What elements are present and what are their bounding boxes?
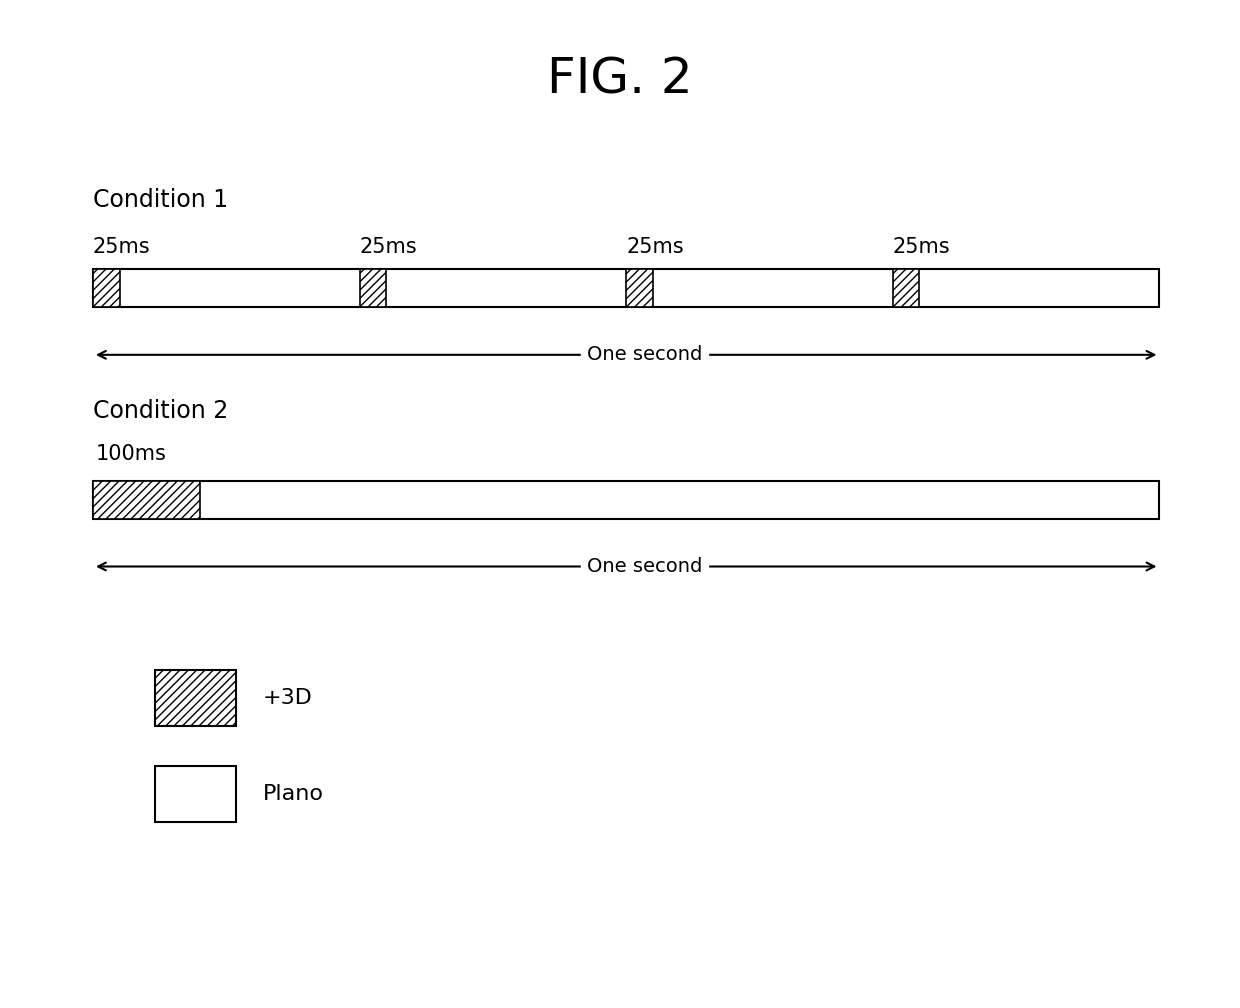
Text: 100ms: 100ms — [95, 444, 166, 464]
Bar — [93, 481, 1159, 519]
Text: Condition 2: Condition 2 — [93, 399, 228, 423]
Text: 25ms: 25ms — [893, 237, 950, 257]
Text: One second: One second — [587, 557, 703, 576]
Bar — [155, 670, 236, 726]
Text: Condition 1: Condition 1 — [93, 187, 228, 212]
Text: 25ms: 25ms — [626, 237, 683, 257]
Bar — [893, 269, 919, 307]
Text: 25ms: 25ms — [360, 237, 417, 257]
Bar — [360, 269, 387, 307]
Bar — [626, 269, 652, 307]
Bar — [93, 481, 200, 519]
Bar — [155, 766, 236, 822]
Bar — [93, 269, 1159, 307]
Text: 25ms: 25ms — [93, 237, 150, 257]
Text: +3D: +3D — [263, 688, 312, 708]
Text: One second: One second — [587, 346, 703, 364]
Text: Plano: Plano — [263, 784, 324, 803]
Bar — [93, 269, 119, 307]
Text: FIG. 2: FIG. 2 — [547, 55, 693, 104]
